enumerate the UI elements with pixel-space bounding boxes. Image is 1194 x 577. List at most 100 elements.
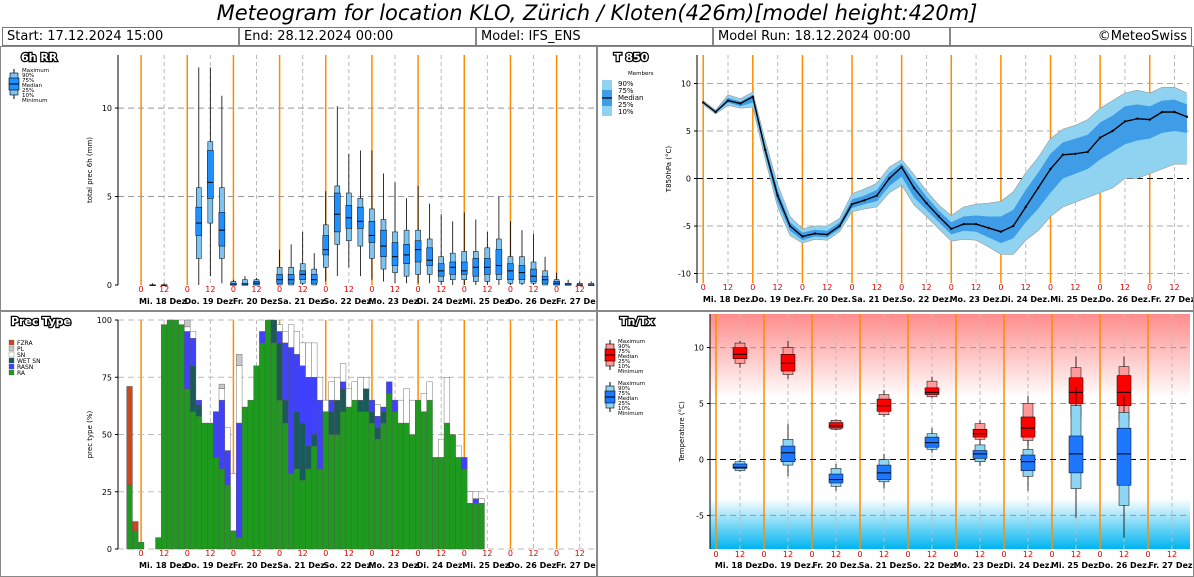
hour-tick-label: 0 bbox=[416, 549, 421, 558]
t850-median-point bbox=[999, 230, 1003, 233]
t850-band-10-90 bbox=[703, 87, 1187, 255]
hour-tick-label: 0 bbox=[1145, 550, 1150, 559]
prectype-bar-ra bbox=[466, 502, 474, 550]
prectype-bar-rasn bbox=[259, 331, 266, 344]
hour-tick-label: 0 bbox=[323, 285, 328, 294]
prectype-bar-sn bbox=[409, 399, 416, 435]
legend-label: SN bbox=[17, 352, 25, 359]
panel-label: Tn/Tx bbox=[620, 315, 654, 328]
t850-median-point bbox=[764, 148, 767, 152]
prectype-bar-wetsn bbox=[374, 427, 381, 440]
y-tick-label: 25 bbox=[102, 488, 112, 497]
day-tick-label: Do. 26 Dez. bbox=[1098, 561, 1150, 570]
rr-box-inner bbox=[195, 206, 203, 236]
hour-tick-label: 0 bbox=[809, 550, 814, 559]
hour-tick-label: 12 bbox=[773, 283, 783, 292]
y-tick-label: 5 bbox=[686, 127, 691, 136]
day-tick-label: Di. 24 Dez. bbox=[1004, 561, 1053, 570]
legend-label: 25% bbox=[618, 359, 630, 365]
prectype-bar-rasn bbox=[368, 399, 376, 412]
legend-label: Minimum bbox=[618, 411, 644, 417]
hour-tick-label: 12 bbox=[1167, 550, 1177, 559]
prectype-bar-wetsn bbox=[363, 388, 370, 412]
hour-tick-label: 12 bbox=[1120, 283, 1130, 292]
copyright: ©MeteoSwiss bbox=[1097, 29, 1187, 44]
tn-box-inner bbox=[780, 445, 796, 462]
day-tick-label: Do. 26 Dez. bbox=[508, 561, 560, 570]
legend-label: 90% bbox=[22, 73, 34, 79]
prectype-bar-sn bbox=[472, 491, 479, 499]
hour-tick-label: 12 bbox=[390, 285, 400, 294]
prectype-bar-rasn bbox=[184, 331, 191, 389]
hour-tick-label: 12 bbox=[971, 283, 981, 292]
hour-tick-label: 0 bbox=[277, 549, 282, 558]
prectype-bar-ra bbox=[172, 319, 179, 550]
hour-tick-label: 0 bbox=[849, 283, 854, 292]
prectype-bar-rasn bbox=[461, 457, 468, 470]
prectype-bar-ra bbox=[374, 438, 381, 550]
hour-tick-label: 0 bbox=[231, 285, 236, 294]
rr-box-inner bbox=[437, 263, 445, 277]
legend-label: Median bbox=[618, 354, 639, 360]
t850-median-point bbox=[1036, 186, 1040, 190]
hour-tick-label: 0 bbox=[323, 549, 328, 558]
t850-chart: 0 12 0 12 0 12 0 12 0 12 0 12 0 12 0 12 0 12 0 12 Mi. 18 Dez… bbox=[602, 50, 1193, 304]
prectype-bar-wetsn bbox=[334, 399, 341, 435]
prectype-bar-wetsn bbox=[195, 404, 202, 417]
t850-median-point bbox=[863, 199, 866, 202]
start-time: Start: 17.12.2024 15:00 bbox=[3, 28, 240, 45]
prectype-bar-sn bbox=[276, 324, 283, 332]
prectype-bar-ra bbox=[478, 502, 485, 550]
t850-member-line bbox=[703, 87, 1188, 230]
hour-tick-label: 12 bbox=[1169, 283, 1179, 292]
hour-tick-label: 12 bbox=[1119, 550, 1129, 559]
day-tick-label: Mi. 25 Dez. bbox=[462, 297, 512, 306]
y-tick-label: 0 bbox=[686, 175, 691, 184]
prectype-bar-ra bbox=[403, 422, 410, 550]
prectype-bar-ra bbox=[397, 422, 404, 550]
hour-tick-label: 12 bbox=[390, 549, 400, 558]
prectype-bar-rasn bbox=[236, 422, 243, 538]
prectype-bar-wetsn bbox=[328, 411, 335, 435]
t850-median-point bbox=[714, 110, 717, 114]
prectype-bar-rasn bbox=[391, 399, 399, 412]
hour-tick-label: 12 bbox=[1071, 550, 1081, 559]
hour-tick-label: 0 bbox=[1048, 283, 1053, 292]
y-tick-label: 10 bbox=[102, 104, 112, 113]
day-tick-label: Do. 19 Dez. bbox=[752, 295, 804, 304]
hour-tick-label: 0 bbox=[750, 283, 755, 292]
y-tick-label: -10 bbox=[678, 270, 691, 279]
hour-tick-label: 12 bbox=[528, 549, 538, 558]
rr-box-inner bbox=[368, 221, 376, 243]
hour-tick-label: 12 bbox=[298, 285, 308, 294]
prectype-bar-sn bbox=[351, 381, 358, 401]
rr-box-inner bbox=[345, 205, 353, 229]
t850-median-point bbox=[788, 224, 792, 228]
rr-box-inner bbox=[391, 242, 399, 266]
hour-tick-label: 12 bbox=[735, 550, 745, 559]
day-tick-label: Do. 19 Dez. bbox=[762, 561, 814, 570]
prectype-bar-sn bbox=[282, 331, 289, 344]
legend-label: RASN bbox=[17, 364, 33, 371]
tx-box-inner bbox=[876, 398, 892, 412]
t850-median-point bbox=[1074, 152, 1077, 155]
rr-box-inner bbox=[403, 244, 410, 265]
day-tick-label: Do. 19 Dez. bbox=[185, 561, 237, 570]
prectype-bar-ra bbox=[137, 541, 145, 550]
prectype-bar-pl bbox=[218, 383, 225, 389]
t850-median-point bbox=[875, 194, 879, 197]
hour-tick-label: 12 bbox=[251, 285, 261, 294]
prectype-bar-ra bbox=[420, 411, 427, 550]
hour-tick-label: 0 bbox=[761, 550, 766, 559]
y-tick-label: 5 bbox=[699, 400, 704, 409]
legend-label: Maximum bbox=[22, 68, 49, 74]
t850-median-point bbox=[1024, 205, 1027, 209]
legend-label: 75% bbox=[618, 391, 630, 397]
model-name: Model: IFS_ENS bbox=[477, 28, 714, 45]
prectype-bar-rasn bbox=[224, 450, 231, 486]
day-tick-label: Mi. 18 Dez. bbox=[139, 561, 189, 570]
legend-label: 10% bbox=[618, 364, 630, 370]
page-title: Meteogram for location KLO, Zürich / Klo… bbox=[216, 1, 978, 25]
rr-box-inner bbox=[207, 150, 214, 199]
prectype-bar-sn bbox=[374, 404, 381, 417]
